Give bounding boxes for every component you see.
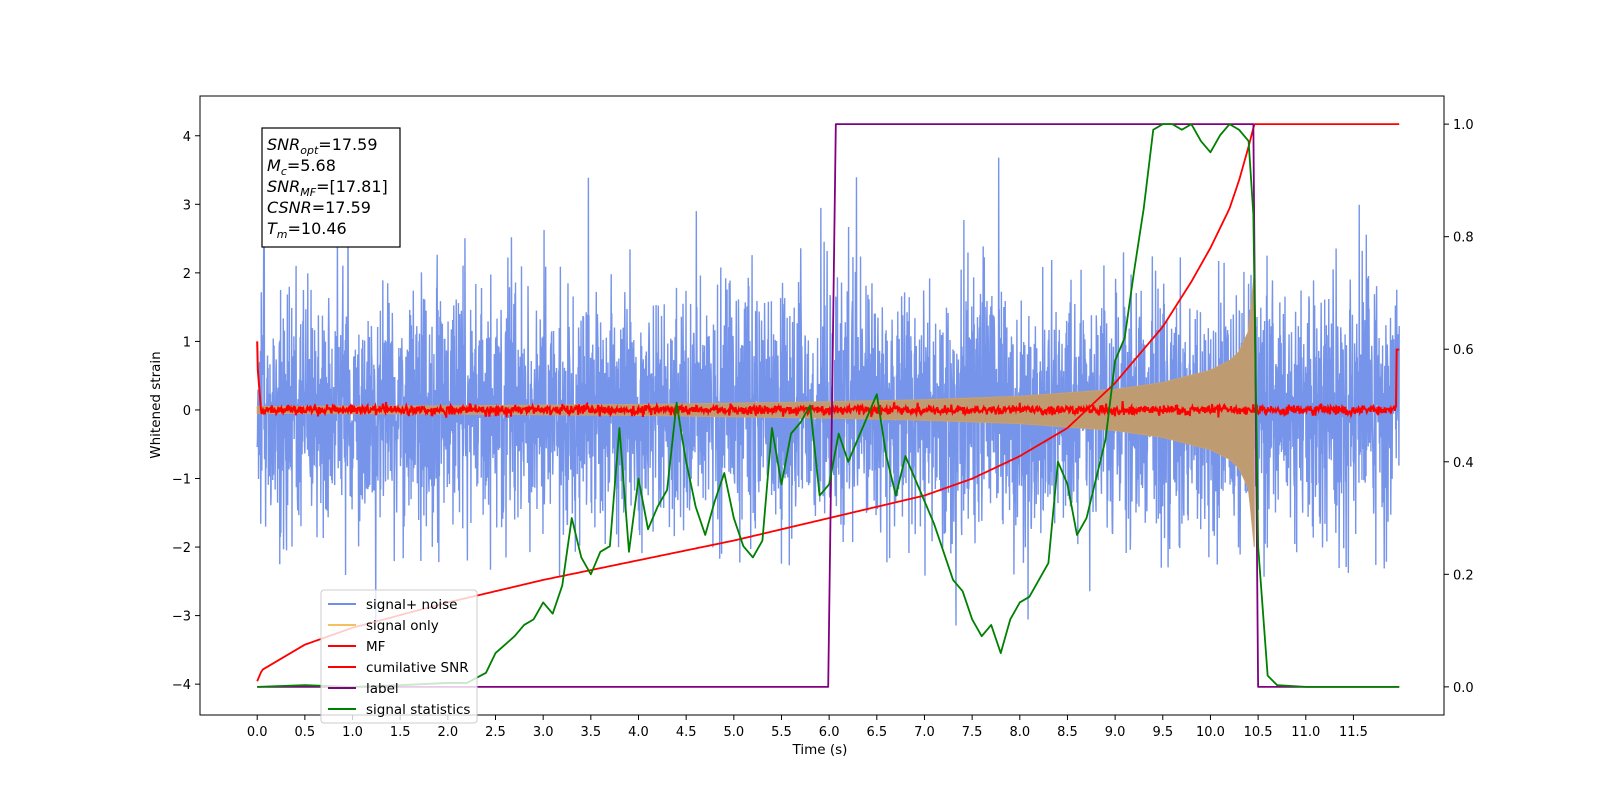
y2-tick-label: 0.8 [1453, 231, 1474, 246]
x-tick-label: 2.5 [485, 725, 506, 740]
x-tick-label: 7.0 [914, 725, 935, 740]
series-mf [256, 341, 1400, 419]
y-tick-label: 2 [183, 267, 191, 282]
x-tick-label: 3.0 [533, 725, 554, 740]
x-tick-label: 4.5 [676, 725, 697, 740]
y2-tick-label: 0.0 [1453, 681, 1474, 696]
legend-label: signal+ noise [366, 597, 457, 613]
y-tick-label: 1 [183, 335, 191, 350]
legend: signal+ noise signal only MF cumilative SNR… [320, 589, 478, 724]
series-signal-noise [256, 157, 1400, 626]
y-axis-label: Whitened strain [148, 351, 164, 458]
annotation-line: SNRMF=[17.81] [267, 177, 388, 199]
x-tick-label: 0.0 [247, 725, 268, 740]
legend-label: label [366, 681, 399, 697]
x-tick-label: 7.5 [962, 725, 983, 740]
x-tick-label: 5.0 [723, 725, 744, 740]
y-tick-label: −2 [172, 541, 191, 556]
x-tick-label: 9.5 [1152, 725, 1173, 740]
annotation-frame [261, 127, 401, 248]
x-tick-label: 0.5 [295, 725, 316, 740]
series-label [257, 123, 1400, 688]
x-axis-label: Time (s) [792, 742, 848, 758]
annotation-line: CSNR=17.59 [267, 198, 371, 217]
y-tick-label: −1 [172, 473, 191, 488]
x-tick-label: 1.0 [342, 725, 363, 740]
y2-tick-label: 0.4 [1453, 456, 1474, 471]
x-tick-label: 2.0 [438, 725, 459, 740]
x-tick-label: 8.0 [1009, 725, 1030, 740]
annotation-line: Mc=5.68 [267, 156, 336, 178]
legend-label: signal only [366, 618, 439, 634]
x-tick-label: 10.0 [1196, 725, 1225, 740]
x-tick-label: 1.5 [390, 725, 411, 740]
x-tick-label: 11.5 [1339, 725, 1368, 740]
x-tick-label: 11.0 [1291, 725, 1320, 740]
y-tick-label: −4 [172, 678, 191, 693]
series-signal-statistics [257, 123, 1400, 688]
y2-tick-label: 0.2 [1453, 568, 1474, 583]
x-tick-label: 6.5 [866, 725, 887, 740]
x-tick-label: 5.5 [771, 725, 792, 740]
y-tick-label: 4 [183, 130, 191, 145]
axes-frame [199, 95, 1445, 716]
x-tick-label: 8.5 [1057, 725, 1078, 740]
x-tick-label: 10.5 [1244, 725, 1273, 740]
annotation-line: Tm=10.46 [267, 219, 347, 241]
x-tick-label: 4.0 [628, 725, 649, 740]
x-tick-label: 9.0 [1105, 725, 1126, 740]
legend-label: MF [366, 639, 385, 655]
x-axis-ticks: 0.0 0.5 1.0 1.5 2.0 2.5 3.0 3.5 4.0 4.5 5.0 5.5 6.0 6… [247, 715, 1368, 740]
y2-tick-label: 1.0 [1453, 118, 1474, 133]
y-tick-label: −3 [172, 610, 191, 625]
y-axis-ticks: −4 −3 −2 −1 0 1 2 3 4 [172, 130, 200, 693]
annotation-line: SNRopt=17.59 [267, 135, 378, 157]
legend-frame [320, 589, 478, 724]
legend-label: cumilative SNR [366, 660, 469, 676]
y-tick-label: 3 [183, 198, 191, 213]
annotation-box: SNRopt=17.59Mc=5.68SNRMF=[17.81]CSNR=17.… [261, 127, 401, 248]
x-tick-label: 3.5 [580, 725, 601, 740]
y2-tick-label: 0.6 [1453, 343, 1474, 358]
y-tick-label: 0 [183, 404, 191, 419]
legend-label: signal statistics [366, 702, 470, 718]
y2-axis-ticks: 0.0 0.2 0.4 0.6 0.8 1.0 [1444, 118, 1474, 696]
x-tick-label: 6.0 [819, 725, 840, 740]
